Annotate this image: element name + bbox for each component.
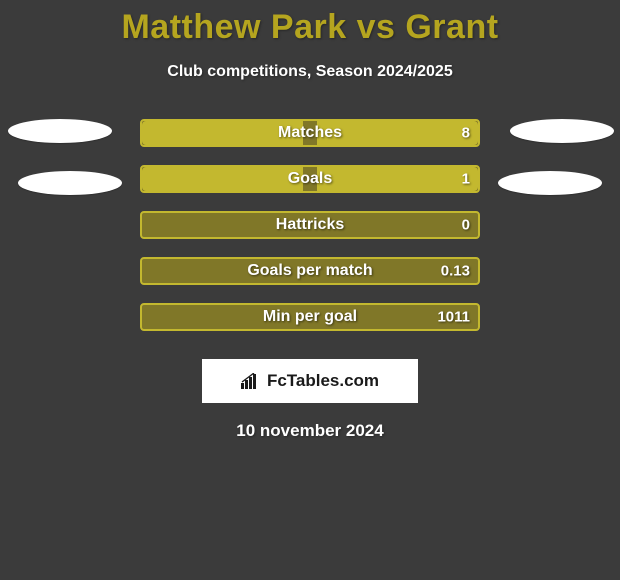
brand-text: FcTables.com [267, 371, 379, 391]
metric-bar-left [142, 167, 303, 191]
metric-row: Goals 1 [0, 165, 620, 211]
metric-value-right: 0 [462, 217, 470, 234]
metric-label: Goals [288, 170, 332, 188]
metric-bar-track: Hattricks 0 [140, 211, 480, 239]
metrics-container: Matches 8 Goals 1 Hattricks 0 Goals per match 0… [0, 119, 620, 349]
metric-bar-track: Matches 8 [140, 119, 480, 147]
metric-label: Goals per match [247, 262, 372, 280]
metric-bar-track: Goals per match 0.13 [140, 257, 480, 285]
snapshot-date: 10 november 2024 [0, 421, 620, 441]
metric-bar-track: Goals 1 [140, 165, 480, 193]
metric-bar-track: Min per goal 1011 [140, 303, 480, 331]
bar-chart-icon [241, 373, 263, 389]
metric-row: Matches 8 [0, 119, 620, 165]
metric-value-right: 1 [462, 171, 470, 188]
metric-label: Matches [278, 124, 342, 142]
metric-row: Goals per match 0.13 [0, 257, 620, 303]
metric-label: Min per goal [263, 308, 357, 326]
metric-row: Min per goal 1011 [0, 303, 620, 349]
page-subtitle: Club competitions, Season 2024/2025 [0, 63, 620, 81]
metric-bar-right [317, 167, 478, 191]
comparison-card: Matthew Park vs Grant Club competitions,… [0, 0, 620, 580]
metric-value-right: 0.13 [441, 263, 470, 280]
metric-label: Hattricks [276, 216, 344, 234]
metric-value-right: 8 [462, 125, 470, 142]
metric-value-right: 1011 [437, 309, 470, 326]
page-title: Matthew Park vs Grant [0, 0, 620, 47]
metric-row: Hattricks 0 [0, 211, 620, 257]
brand-box[interactable]: FcTables.com [202, 359, 418, 403]
